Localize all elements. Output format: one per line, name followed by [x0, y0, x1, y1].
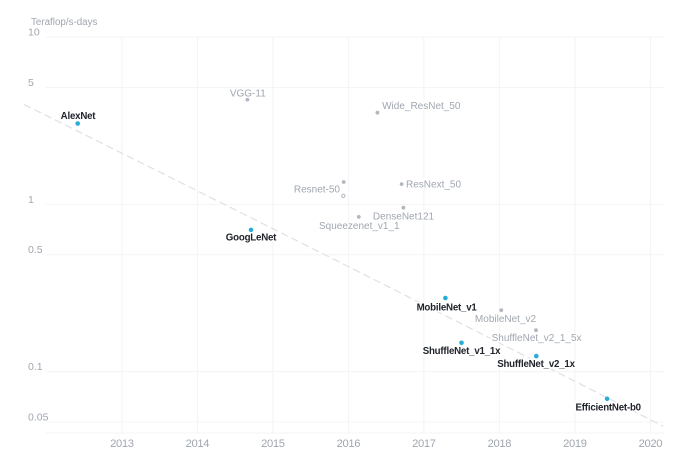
- svg-text:MobileNet_v2: MobileNet_v2: [475, 314, 537, 325]
- svg-text:ResNext_50: ResNext_50: [406, 179, 461, 190]
- svg-text:ShuffleNet_v1_1x: ShuffleNet_v1_1x: [423, 346, 501, 357]
- svg-text:ShuffleNet_v2_1_5x: ShuffleNet_v2_1_5x: [492, 333, 582, 344]
- svg-text:MobileNet_v1: MobileNet_v1: [417, 302, 478, 313]
- svg-text:2013: 2013: [110, 438, 134, 450]
- svg-text:Squeezenet_v1_1: Squeezenet_v1_1: [319, 221, 400, 232]
- svg-text:2014: 2014: [186, 438, 210, 450]
- svg-text:2016: 2016: [337, 438, 361, 450]
- svg-text:5: 5: [28, 77, 34, 89]
- svg-text:2017: 2017: [412, 438, 436, 450]
- svg-text:10: 10: [28, 27, 40, 39]
- svg-text:2020: 2020: [639, 438, 663, 450]
- svg-text:GoogLeNet: GoogLeNet: [226, 233, 277, 244]
- svg-text:Resnet-50: Resnet-50: [294, 185, 341, 196]
- svg-text:EfficientNet-b0: EfficientNet-b0: [576, 402, 641, 413]
- svg-text:VGG-11: VGG-11: [230, 88, 266, 99]
- svg-text:0.05: 0.05: [28, 412, 49, 424]
- svg-text:AlexNet: AlexNet: [61, 111, 97, 122]
- svg-text:2018: 2018: [488, 438, 512, 450]
- svg-text:ShuffleNet_v2_1x: ShuffleNet_v2_1x: [497, 359, 575, 370]
- svg-text:0.1: 0.1: [28, 361, 43, 373]
- svg-text:Teraflop/s-days: Teraflop/s-days: [31, 17, 98, 28]
- svg-text:Wide_ResNet_50: Wide_ResNet_50: [382, 101, 461, 112]
- svg-text:2015: 2015: [261, 438, 285, 450]
- svg-text:2019: 2019: [563, 438, 587, 450]
- svg-text:0.5: 0.5: [28, 244, 43, 256]
- svg-text:DenseNet121: DenseNet121: [373, 211, 435, 222]
- svg-text:1: 1: [28, 194, 34, 206]
